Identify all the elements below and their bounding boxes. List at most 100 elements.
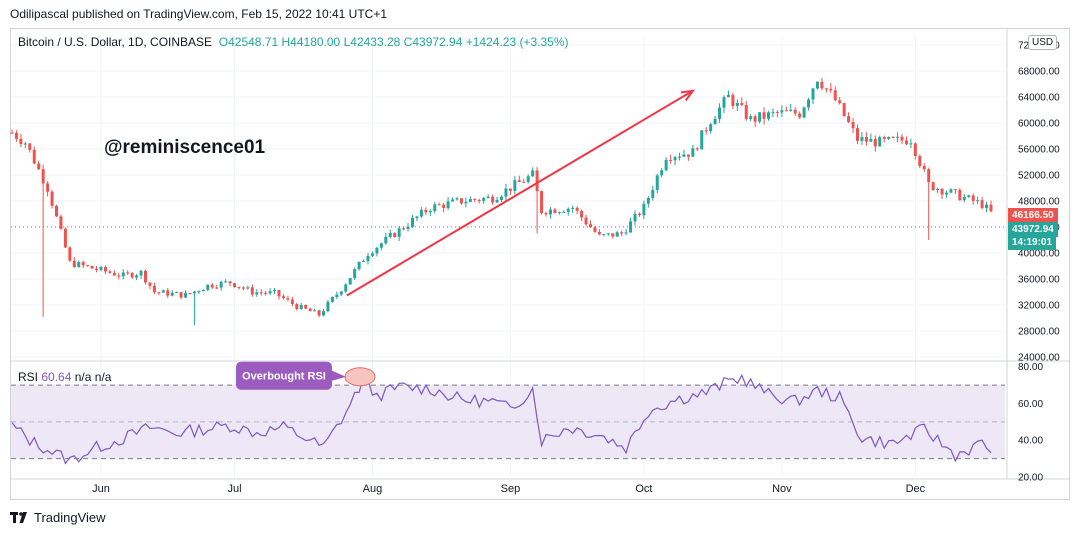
- time-tick-label: Aug: [363, 483, 383, 495]
- price-tick-label: 64000.00: [1018, 93, 1060, 104]
- candle-body: [909, 143, 913, 145]
- candle-body: [406, 226, 410, 229]
- candle-body: [23, 143, 27, 145]
- change-value: +1424.23 (+3.35%): [465, 35, 569, 49]
- rsi-tick-label: 40.00: [1018, 436, 1043, 447]
- time-tick-label: Jul: [227, 483, 241, 495]
- candle-body: [695, 148, 699, 150]
- candle-body: [513, 180, 517, 191]
- candle-body: [19, 138, 23, 144]
- candle-body: [32, 149, 36, 164]
- candle-body: [313, 310, 317, 312]
- candle-body: [357, 261, 361, 270]
- candle-body: [780, 110, 784, 113]
- candle-body: [820, 81, 824, 89]
- candle-body: [10, 132, 14, 134]
- candle-body: [192, 291, 196, 294]
- candle-body: [486, 196, 490, 199]
- candle-body: [335, 294, 339, 298]
- candle-body: [175, 292, 179, 294]
- candle-body: [233, 283, 236, 288]
- candle-body: [615, 232, 619, 237]
- price-tick-label: 48000.00: [1018, 197, 1060, 208]
- candle-body: [419, 209, 423, 217]
- candle-body: [281, 296, 285, 299]
- candle-body: [580, 210, 584, 218]
- candle-body: [691, 148, 695, 157]
- candle-body: [891, 136, 895, 138]
- candle-body: [148, 282, 152, 286]
- time-tick-label: Nov: [772, 483, 792, 495]
- symbol-legend[interactable]: Bitcoin / U.S. Dollar, 1D, COINBASE O425…: [18, 35, 569, 49]
- candle-body: [72, 260, 76, 267]
- candle-body: [295, 304, 299, 310]
- candle-body: [14, 132, 18, 139]
- candle-body: [517, 180, 521, 182]
- candle-body: [660, 170, 664, 176]
- candle-body: [896, 136, 900, 138]
- candle-body: [775, 111, 779, 113]
- candle-body: [366, 255, 370, 262]
- candle-body: [646, 197, 650, 204]
- candle-body: [353, 269, 357, 279]
- candle-body: [642, 203, 646, 216]
- rsi-legend[interactable]: RSI 60.64 n/a n/a: [18, 370, 111, 384]
- candle-body: [548, 209, 552, 215]
- candle-body: [980, 200, 984, 208]
- open-value: 42548.71: [228, 35, 279, 49]
- candle-body: [330, 297, 334, 302]
- candle-body: [557, 212, 561, 214]
- last-price-tag: 43972.94: [1008, 222, 1058, 237]
- candle-body: [709, 124, 713, 132]
- candle-body: [317, 310, 321, 316]
- candle-body: [704, 130, 708, 132]
- candle-body: [473, 198, 477, 200]
- rsi-extra-2: n/a: [94, 370, 112, 384]
- candle-body: [985, 204, 989, 208]
- candle-body: [602, 234, 606, 236]
- candle-body: [566, 208, 570, 212]
- candle-body: [789, 109, 793, 112]
- candle-body: [945, 192, 948, 195]
- candle-body: [286, 298, 290, 300]
- callout-box[interactable]: [236, 361, 332, 390]
- candle-body: [682, 154, 686, 157]
- candle-body: [593, 227, 597, 232]
- candle-body: [121, 272, 125, 277]
- candle-body: [299, 304, 303, 310]
- candle-body: [152, 285, 156, 293]
- candle-body: [962, 197, 966, 201]
- overbought-marker[interactable]: [344, 367, 376, 387]
- candle-body: [219, 281, 223, 288]
- price-tick-label: 40000.00: [1018, 249, 1060, 260]
- candle-body: [375, 247, 379, 254]
- candle-body: [535, 170, 539, 192]
- candle-body: [304, 304, 308, 309]
- price-tick-label: 52000.00: [1018, 171, 1060, 182]
- candle-body: [718, 107, 722, 119]
- price-tick-label: 68000.00: [1018, 67, 1060, 78]
- candle-body: [379, 243, 383, 248]
- candle-body: [46, 183, 50, 192]
- candle-body: [633, 213, 637, 222]
- candle-body: [166, 290, 170, 296]
- candle-body: [913, 143, 917, 157]
- rsi-value: 60.64: [41, 370, 72, 384]
- candle-body: [179, 292, 183, 298]
- candle-body: [624, 232, 628, 234]
- candle-body: [620, 232, 624, 234]
- currency-badge[interactable]: USD: [1028, 35, 1058, 50]
- candle-body: [940, 188, 944, 195]
- candle-body: [655, 175, 659, 190]
- candle-body: [495, 199, 499, 203]
- tradingview-brand[interactable]: TradingView: [10, 510, 106, 525]
- candle-body: [878, 137, 882, 147]
- candle-body: [713, 118, 717, 125]
- symbol-title: Bitcoin / U.S. Dollar, 1D, COINBASE: [18, 35, 213, 49]
- candle-body: [651, 189, 655, 198]
- candle-body: [384, 236, 388, 244]
- trend-arrow-shaft[interactable]: [346, 89, 694, 297]
- candle-body: [277, 290, 281, 297]
- candle-body: [144, 270, 147, 283]
